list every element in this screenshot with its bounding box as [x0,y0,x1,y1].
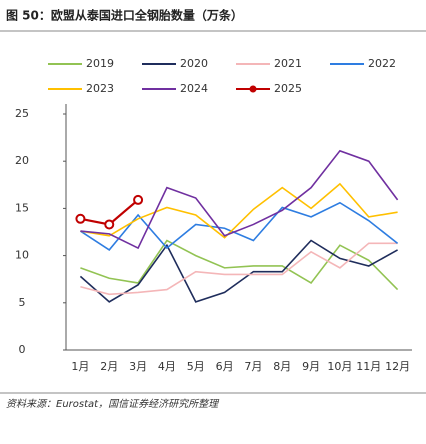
data-point [133,194,144,205]
legend-label: 2025 [274,82,302,95]
x-tick-label: 5月 [187,360,205,373]
legend-label: 2021 [274,57,302,70]
x-tick-label: 2月 [100,360,118,373]
x-tick-label: 7月 [244,360,262,373]
y-tick-label: 20 [15,154,29,167]
x-tick-label: 9月 [302,360,320,373]
y-tick-label: 15 [15,201,29,214]
x-tick-label: 11月 [356,360,381,373]
legend-label: 2020 [180,57,208,70]
x-tick-label: 6月 [216,360,234,373]
data-point [75,213,86,224]
series-line [79,239,398,303]
legend-label: 2022 [368,57,396,70]
y-tick-label: 5 [19,296,26,309]
source-note: 资料来源：Eurostat，国信证券经济研究所整理 [6,398,220,410]
x-tick-label: 10月 [327,360,352,373]
series-line [80,242,398,296]
legend-label: 2023 [86,82,114,95]
series-line [80,149,399,250]
x-tick-label: 3月 [129,360,147,373]
chart-title: 图 50：欧盟从泰国进口全钢胎数量（万条） [6,8,243,23]
y-tick-label: 0 [19,343,26,356]
x-tick-label: 8月 [273,360,291,373]
legend-label: 2019 [86,57,114,70]
x-tick-label: 1月 [71,360,89,373]
legend-marker [249,85,257,93]
y-tick-label: 10 [15,249,29,262]
legend-label: 2024 [180,82,208,95]
data-point [104,219,115,230]
x-tick-label: 12月 [385,360,410,373]
series-line [80,182,398,239]
y-tick-label: 25 [15,107,29,120]
x-tick-label: 4月 [158,360,176,373]
series-line [80,239,399,291]
